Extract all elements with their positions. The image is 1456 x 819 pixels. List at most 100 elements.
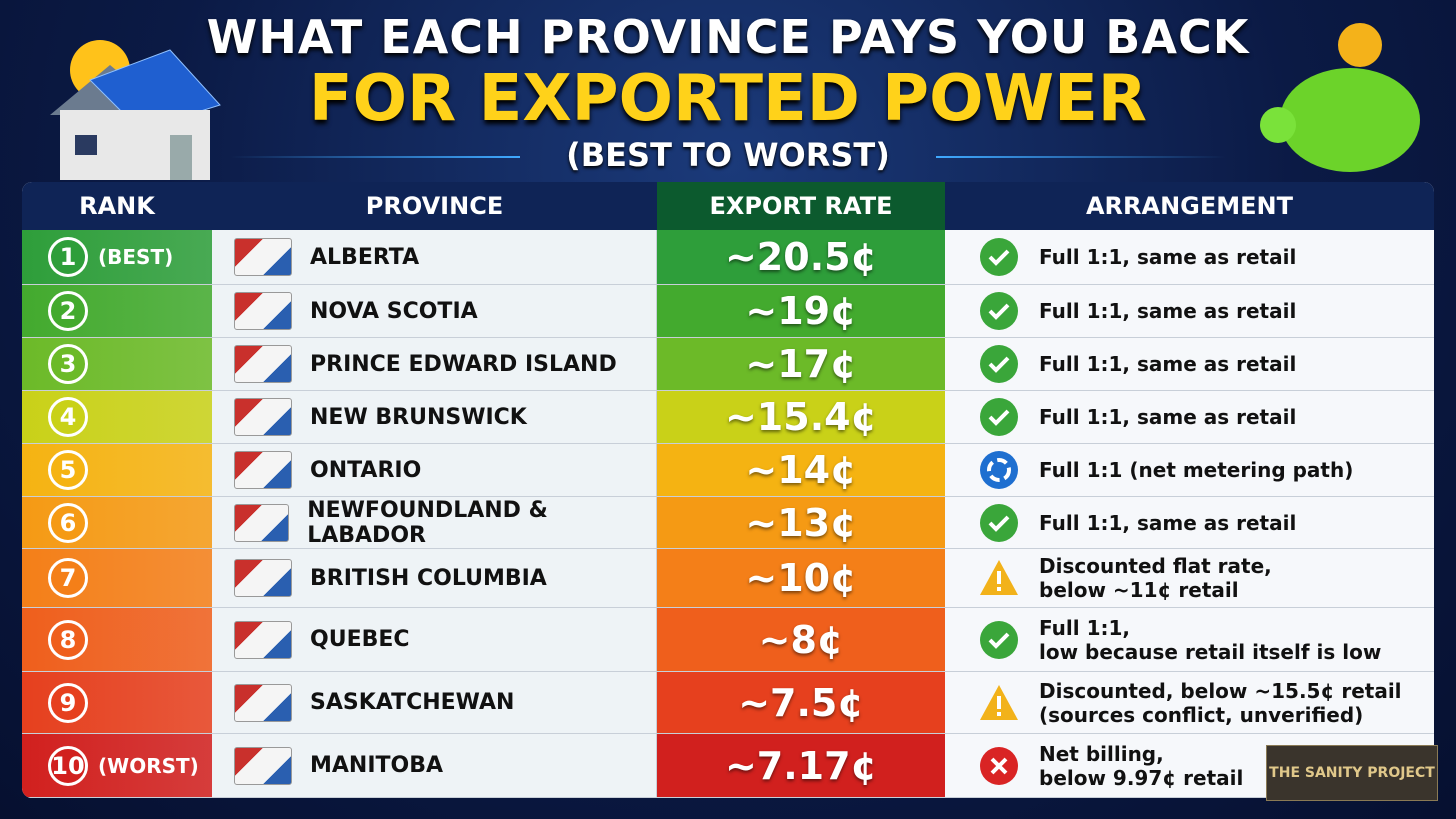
arrangement-line: Full 1:1, same as retail: [1039, 510, 1297, 535]
status-icon: [980, 746, 1018, 785]
rank-cell: 10 (WORST): [22, 734, 212, 798]
rank-number: 7: [48, 558, 88, 598]
rate-cell: ~14¢: [657, 444, 945, 497]
arrangement-text: Full 1:1, same as retail: [1039, 299, 1296, 323]
arrangement-text: Full 1:1, same as retail: [1039, 511, 1296, 535]
rate-cell: ~19¢: [657, 285, 945, 338]
status-icon: [980, 345, 1018, 383]
province-name: PRINCE EDWARD ISLAND: [310, 351, 617, 377]
province-name: NEW BRUNSWICK: [310, 404, 527, 430]
arrangement-text: Full 1:1, same as retail: [1039, 405, 1296, 429]
flag: [234, 345, 292, 383]
arrangement-line: Full 1:1, same as retail: [1039, 299, 1297, 323]
title: WHAT EACH PROVINCE PAYS YOU BACK: [206, 10, 1250, 64]
flag: [234, 620, 292, 659]
flag: [234, 238, 292, 276]
arrangement-cell: Discounted, below ~15.5¢ retail (sources …: [945, 672, 1434, 734]
watermark: THE SANITY PROJECT: [1266, 745, 1438, 801]
rank-number: 9: [48, 682, 88, 723]
status-icon: [980, 398, 1018, 436]
rank-cell: 1 (BEST): [22, 230, 212, 285]
rate-cell: ~7.17¢: [657, 734, 945, 798]
rate-cell: ~15.4¢: [657, 391, 945, 444]
rank-cell: 6: [22, 497, 212, 549]
arrangement-cell: Full 1:1, same as retail: [945, 338, 1434, 391]
decor-line: [230, 156, 520, 158]
rank-number: 4: [48, 397, 88, 437]
province-cell: NEW BRUNSWICK: [212, 391, 657, 444]
province-name: ONTARIO: [310, 457, 422, 483]
column-header: EXPORT RATE: [657, 182, 945, 230]
flag: [234, 559, 292, 597]
rank-cell: 3: [22, 338, 212, 391]
province-cell: QUEBEC: [212, 608, 657, 672]
arrangement-line: below 9.97¢ retail: [1039, 765, 1244, 790]
arrangement-line: low because retail itself is low: [1039, 639, 1382, 664]
rank-cell: 7: [22, 549, 212, 608]
arrangement-text: Net billing, below 9.97¢ retail: [1039, 742, 1243, 790]
province-name: BRITISH COLUMBIA: [310, 565, 547, 591]
province-name: ALBERTA: [310, 244, 420, 270]
flag: [234, 746, 292, 785]
rank-cell: 5: [22, 444, 212, 497]
rank-cell: 8: [22, 608, 212, 672]
arrangement-line: (sources conflict, unverified): [1039, 702, 1364, 727]
status-icon: [980, 503, 1018, 542]
rank-number: 5: [48, 450, 88, 490]
arrangement-text: Full 1:1, same as retail: [1039, 245, 1296, 269]
status-icon: [980, 620, 1018, 659]
rate-cell: ~7.5¢: [657, 672, 945, 734]
province-cell: NEWFOUNDLAND & LABADOR: [212, 497, 657, 549]
status-icon: [980, 560, 1018, 595]
rank-number: 1: [48, 237, 88, 277]
flag: [234, 503, 290, 542]
rank-number: 2: [48, 291, 88, 331]
rate-cell: ~17¢: [657, 338, 945, 391]
rate-cell: ~13¢: [657, 497, 945, 549]
province-cell: SASKATCHEWAN: [212, 672, 657, 734]
rank-cell: 2: [22, 285, 212, 338]
subtitle: (BEST TO WORST): [566, 136, 890, 174]
arrangement-line: Net billing,: [1039, 741, 1164, 766]
rank-number: 8: [48, 619, 88, 660]
rank-note: (BEST): [98, 245, 174, 269]
rank-number: 10: [48, 745, 88, 786]
arrangement-line: Full 1:1,: [1039, 615, 1131, 640]
arrangement-cell: Full 1:1 (net metering path): [945, 444, 1434, 497]
arrangement-text: Full 1:1 (net metering path): [1039, 458, 1353, 482]
rate-cell: ~20.5¢: [657, 230, 945, 285]
rate-cell: ~8¢: [657, 608, 945, 672]
rank-note: (WORST): [98, 753, 199, 778]
province-name: NOVA SCOTIA: [310, 298, 478, 324]
province-cell: MANITOBA: [212, 734, 657, 798]
column-header: RANK: [22, 182, 212, 230]
arrangement-cell: Full 1:1, low because retail itself is lo…: [945, 608, 1434, 672]
province-cell: PRINCE EDWARD ISLAND: [212, 338, 657, 391]
arrangement-cell: Full 1:1, same as retail: [945, 285, 1434, 338]
arrangement-cell: Full 1:1, same as retail: [945, 230, 1434, 285]
arrangement-text: Full 1:1, same as retail: [1039, 352, 1296, 376]
arrangement-cell: Full 1:1, same as retail: [945, 497, 1434, 549]
title-highlight: FOR EXPORTED POWER: [308, 62, 1148, 136]
province-cell: BRITISH COLUMBIA: [212, 549, 657, 608]
flag: [234, 292, 292, 330]
province-cell: ALBERTA: [212, 230, 657, 285]
province-cell: NOVA SCOTIA: [212, 285, 657, 338]
column-header: ARRANGEMENT: [945, 182, 1434, 230]
arrangement-line: Discounted, below ~15.5¢ retail: [1039, 678, 1402, 703]
arrangement-line: Discounted flat rate,: [1039, 554, 1272, 578]
arrangement-text: Discounted, below ~15.5¢ retail (sources …: [1039, 679, 1402, 727]
flag: [234, 683, 292, 722]
arrangement-cell: Discounted flat rate, below ~11¢ retail: [945, 549, 1434, 608]
status-icon: [980, 292, 1018, 330]
arrangement-line: below ~11¢ retail: [1039, 578, 1239, 602]
arrangement-line: Full 1:1, same as retail: [1039, 352, 1297, 376]
rate-cell: ~10¢: [657, 549, 945, 608]
arrangement-line: Full 1:1, same as retail: [1039, 245, 1297, 269]
piggy-icon: [1260, 23, 1420, 172]
table: RANK PROVINCE EXPORT RATE ARRANGEMENT 1 (BEST…: [22, 182, 1434, 798]
arrangement-text: Full 1:1, low because retail itself is lo…: [1039, 616, 1381, 664]
arrangement-text: Discounted flat rate, below ~11¢ retail: [1039, 554, 1272, 602]
column-header: PROVINCE: [212, 182, 657, 230]
